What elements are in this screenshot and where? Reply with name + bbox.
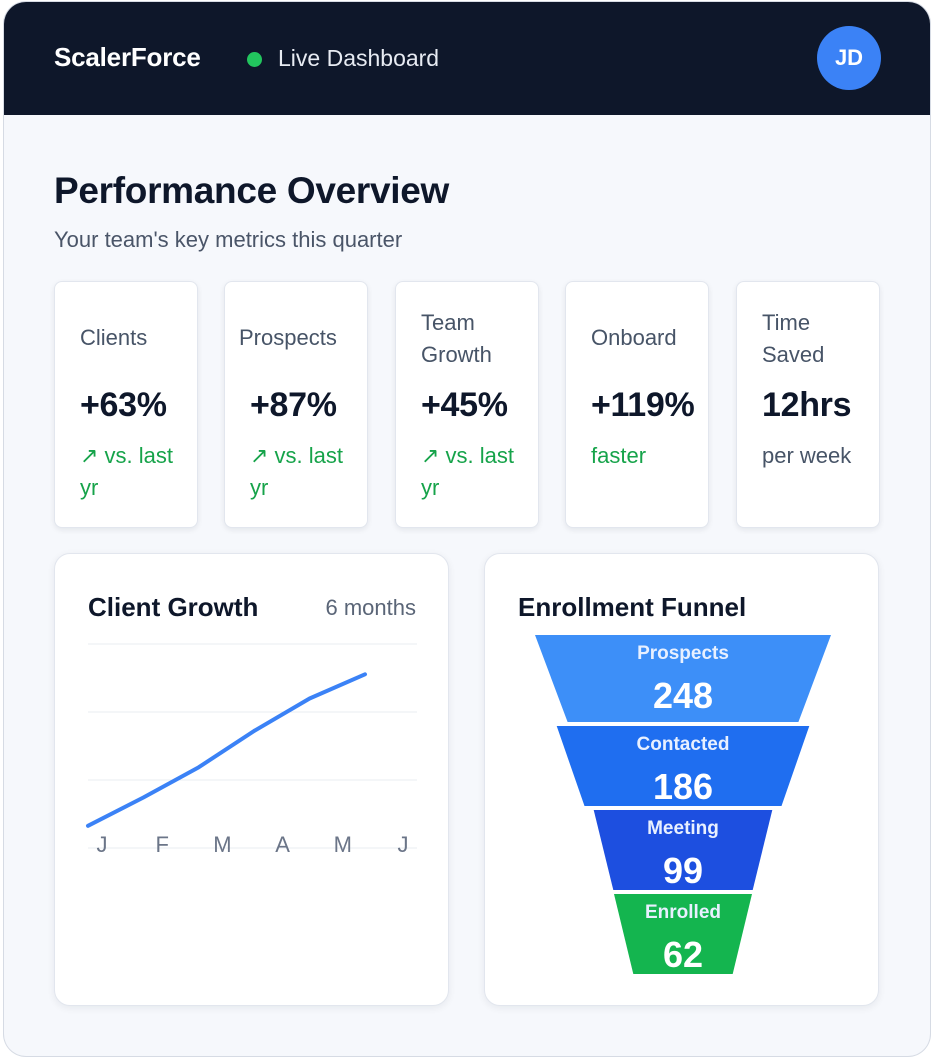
metric-label: Onboard: [591, 325, 677, 350]
live-status-icon: [247, 52, 262, 67]
dashboard-window: ScalerForce Live Dashboard JD Performanc…: [4, 2, 930, 1056]
series-line: [86, 672, 367, 828]
metric-value: +45%: [421, 386, 508, 424]
x-tick-label: M: [213, 832, 231, 857]
metric-value: +87%: [250, 386, 337, 424]
metric-card-onboard[interactable]: Onboard +119% faster: [565, 281, 709, 528]
client-growth-panel: Client Growth 6 months J F M A M J: [54, 553, 449, 1006]
funnel-stage-value: 99: [663, 850, 703, 891]
metric-label: Time Saved: [762, 310, 825, 367]
top-bar: ScalerForce Live Dashboard JD: [4, 2, 930, 115]
client-growth-title: Client Growth: [88, 592, 259, 622]
user-avatar[interactable]: JD: [817, 26, 881, 90]
x-tick-label: J: [398, 832, 409, 857]
funnel-stage-value: 62: [663, 934, 703, 975]
metric-label: Team Growth: [421, 310, 492, 367]
x-tick-label: A: [275, 832, 290, 857]
funnel-stage-enrolled: [614, 894, 752, 974]
x-tick-label: J: [97, 832, 108, 857]
metric-card-prospects[interactable]: Prospects +87% ↗ vs. last yr: [224, 281, 368, 528]
page-subtitle: Your team's key metrics this quarter: [54, 227, 403, 252]
enrollment-funnel-title: Enrollment Funnel: [518, 592, 747, 622]
funnel-stage-label: Meeting: [647, 818, 719, 839]
metric-note: ↗ vs. last yr: [421, 443, 515, 500]
metric-card-time-saved[interactable]: Time Saved 12hrs per week: [736, 281, 880, 528]
metric-value: +63%: [80, 386, 167, 424]
funnel-stage-label: Enrolled: [645, 902, 721, 923]
x-tick-label: F: [155, 832, 168, 857]
enrollment-funnel-panel: Enrollment Funnel Prospects 248 Contacted 1…: [484, 553, 879, 1006]
funnel-stage-value: 186: [653, 766, 713, 807]
funnel-stage-contacted: [556, 726, 810, 806]
live-status-label: Live Dashboard: [278, 45, 440, 71]
metric-value: 12hrs: [762, 386, 852, 424]
x-tick-label: M: [334, 832, 352, 857]
funnel-stage-value: 248: [653, 675, 713, 716]
metric-note: per week: [762, 443, 852, 468]
enrollment-funnel-chart: Prospects 248 Contacted 186 Meeting 99 Enrolle…: [535, 635, 831, 975]
funnel-stage-label: Prospects: [637, 643, 729, 664]
metric-note: faster: [591, 443, 647, 468]
metric-note: ↗ vs. last yr: [250, 443, 344, 500]
funnel-stage-prospects: [535, 635, 831, 722]
metric-card-team-growth[interactable]: Team Growth +45% ↗ vs. last yr: [395, 281, 539, 528]
funnel-stage-meeting: [593, 810, 773, 890]
page-title: Performance Overview: [54, 170, 450, 211]
brand-logo[interactable]: ScalerForce: [54, 42, 201, 72]
metric-label: Prospects: [239, 325, 337, 350]
metric-label: Clients: [80, 325, 148, 350]
client-growth-period: 6 months: [325, 595, 417, 620]
metric-value: +119%: [591, 386, 695, 424]
funnel-stage-label: Contacted: [637, 734, 730, 755]
metric-card-clients[interactable]: Clients +63% ↗ vs. last yr: [54, 281, 198, 528]
metric-note: ↗ vs. last yr: [80, 443, 174, 500]
